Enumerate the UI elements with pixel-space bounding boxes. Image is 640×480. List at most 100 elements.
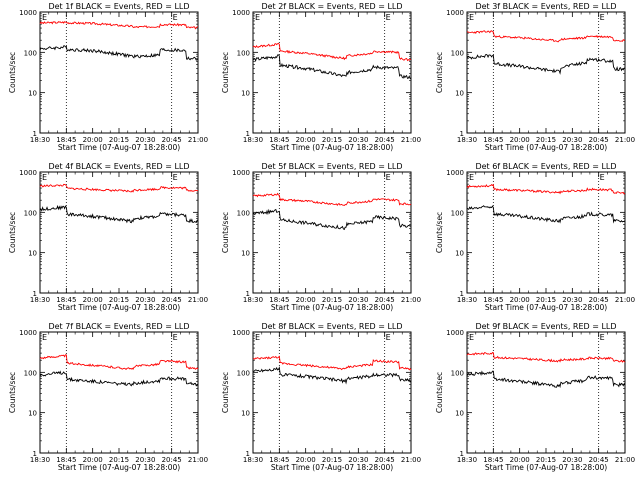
x-tick-label: 21:00 [615, 456, 635, 464]
x-tick-label: 20:45 [375, 456, 395, 464]
y-tick-label: 100 [24, 209, 37, 217]
plot-frame [39, 331, 199, 454]
x-tick-label: 20:30 [135, 296, 155, 304]
x-tick-label: 20:15 [536, 136, 556, 144]
x-tick-label: 20:45 [375, 136, 395, 144]
corner-marker-left: E [42, 173, 47, 182]
x-tick-label: 20:30 [135, 136, 155, 144]
series-line-events [252, 208, 412, 231]
x-axis-label: Start Time (07-Aug-07 18:28:00) [271, 143, 393, 152]
corner-marker-left: E [255, 333, 260, 342]
x-tick-label: 20:45 [162, 456, 182, 464]
y-tick-label: 1 [246, 290, 250, 298]
x-tick-label: 20:00 [296, 136, 316, 144]
corner-marker-left: E [255, 13, 260, 22]
panel-title: Det 6f BLACK = Events, RED = LLD [475, 162, 616, 171]
panel-det-9: Det 9f BLACK = Events, RED = LLD 1 10 100 10… [435, 322, 635, 472]
x-tick-label: 18:30 [243, 136, 263, 144]
x-tick-label: 20:15 [322, 456, 342, 464]
x-tick-label: 18:30 [243, 456, 263, 464]
y-axis-label: Counts/sec [8, 212, 17, 253]
corner-marker-right: E [386, 333, 391, 342]
x-tick-label: 21:00 [188, 296, 208, 304]
x-tick-label: 20:30 [562, 456, 582, 464]
x-tick-label: 20:00 [83, 136, 103, 144]
y-tick-label: 1 [33, 130, 37, 138]
y-axis-label: Counts/sec [221, 212, 230, 253]
y-tick-label: 1 [33, 450, 37, 458]
series-line-events [466, 53, 626, 75]
x-tick-label: 20:00 [296, 296, 316, 304]
plot-frame [39, 11, 199, 134]
series-line-events [252, 366, 412, 385]
x-tick-label: 21:00 [615, 296, 635, 304]
panel-title: Det 7f BLACK = Events, RED = LLD [48, 322, 189, 331]
panel-title: Det 5f BLACK = Events, RED = LLD [261, 162, 402, 171]
y-axis-label: Counts/sec [8, 52, 17, 93]
x-tick-label: 20:30 [135, 456, 155, 464]
x-tick-label: 18:45 [56, 136, 76, 144]
corner-marker-right: E [600, 13, 605, 22]
x-tick-label: 20:15 [109, 136, 129, 144]
y-tick-label: 1000 [446, 9, 464, 17]
x-tick-label: 18:45 [56, 456, 76, 464]
plot-frame [252, 331, 412, 454]
panel-det-8: Det 8f BLACK = Events, RED = LLD 1 10 100 10… [221, 322, 421, 472]
y-tick-label: 1000 [446, 329, 464, 337]
panel-title: Det 3f BLACK = Events, RED = LLD [475, 2, 616, 11]
x-tick-label: 20:15 [536, 456, 556, 464]
x-tick-label: 18:30 [243, 296, 263, 304]
y-tick-label: 10 [28, 410, 37, 418]
series-line-events [39, 204, 199, 224]
plot-frame [466, 331, 626, 454]
corner-marker-left: E [469, 333, 474, 342]
y-axis-label: Counts/sec [221, 372, 230, 413]
y-tick-label: 1 [460, 130, 464, 138]
x-tick-label: 18:45 [269, 296, 289, 304]
y-tick-label: 100 [451, 49, 464, 57]
corner-marker-right: E [600, 333, 605, 342]
x-tick-label: 20:45 [589, 296, 609, 304]
x-tick-label: 18:45 [269, 456, 289, 464]
x-tick-label: 18:30 [30, 136, 50, 144]
x-tick-label: 20:30 [348, 296, 368, 304]
series-line-lld [466, 351, 626, 363]
corner-marker-right: E [173, 333, 178, 342]
x-axis-label: Start Time (07-Aug-07 18:28:00) [58, 143, 180, 152]
y-tick-label: 10 [28, 90, 37, 98]
x-axis-label: Start Time (07-Aug-07 18:28:00) [58, 463, 180, 472]
x-tick-label: 21:00 [188, 136, 208, 144]
x-tick-label: 18:30 [30, 456, 50, 464]
corner-marker-left: E [255, 173, 260, 182]
series-line-lld [39, 354, 199, 370]
y-tick-label: 10 [28, 250, 37, 258]
x-tick-label: 20:30 [348, 136, 368, 144]
y-axis-label: Counts/sec [8, 372, 17, 413]
plot-frame [252, 11, 412, 134]
corner-marker-left: E [42, 333, 47, 342]
x-tick-label: 20:45 [162, 296, 182, 304]
corner-marker-left: E [469, 173, 474, 182]
panel-det-2: Det 2f BLACK = Events, RED = LLD 1 10 100 10… [221, 2, 421, 152]
y-tick-label: 10 [455, 250, 464, 258]
y-tick-label: 1000 [19, 9, 37, 17]
y-tick-label: 1 [246, 450, 250, 458]
y-tick-label: 10 [241, 90, 250, 98]
x-tick-label: 20:15 [536, 296, 556, 304]
x-tick-label: 18:30 [457, 296, 477, 304]
x-tick-label: 20:30 [348, 456, 368, 464]
x-tick-label: 20:45 [589, 456, 609, 464]
x-tick-label: 21:00 [615, 136, 635, 144]
corner-marker-right: E [386, 173, 391, 182]
y-tick-label: 1 [460, 290, 464, 298]
x-axis-label: Start Time (07-Aug-07 18:28:00) [485, 303, 607, 312]
series-line-lld [252, 355, 412, 371]
corner-marker-right: E [173, 13, 178, 22]
panel-title: Det 4f BLACK = Events, RED = LLD [48, 162, 189, 171]
y-tick-label: 100 [24, 369, 37, 377]
y-tick-label: 10 [241, 410, 250, 418]
y-tick-label: 100 [24, 49, 37, 57]
x-tick-label: 21:00 [401, 136, 421, 144]
x-axis-label: Start Time (07-Aug-07 18:28:00) [58, 303, 180, 312]
